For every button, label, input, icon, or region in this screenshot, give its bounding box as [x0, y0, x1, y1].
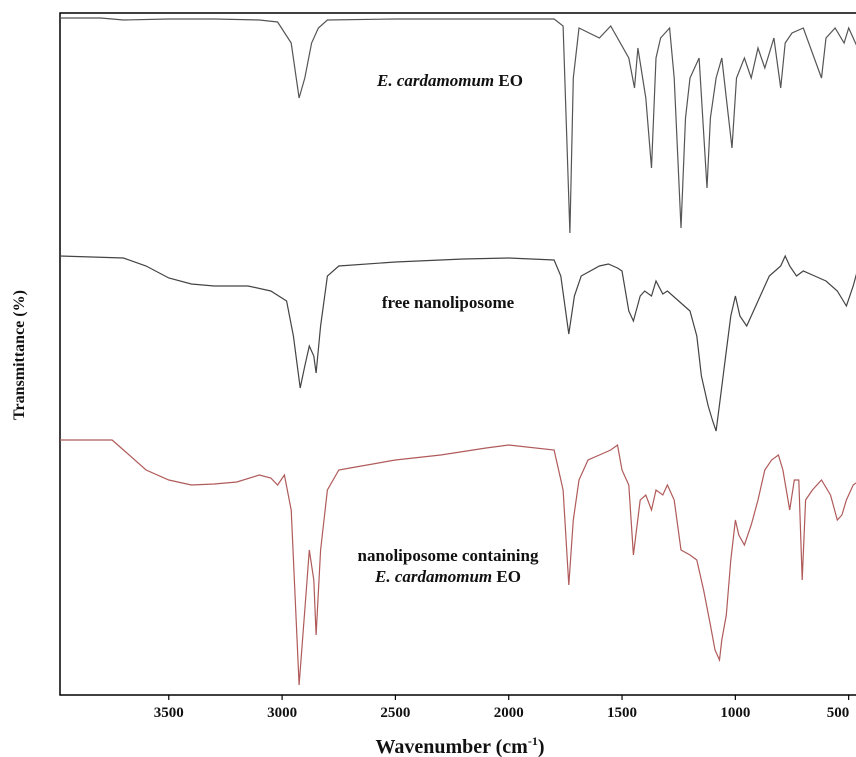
x-tick-label: 3500 — [154, 705, 184, 721]
series-label-part: EO — [494, 71, 523, 90]
x-tick-label: 2500 — [380, 705, 410, 721]
x-tick-label: 1500 — [607, 705, 637, 721]
spectrum-line-1 — [60, 17, 856, 234]
series-label-3-line-2: E. cardamomum EO — [374, 567, 521, 586]
series-label-part: EO — [492, 567, 521, 586]
x-tick-label: 3000 — [267, 705, 297, 721]
spectrum-line-3 — [60, 439, 856, 686]
plot-frame — [59, 12, 856, 696]
series-labels: E. cardamomum EO free nanoliposome nanolip… — [358, 71, 539, 586]
series-label-part: E. cardamomum — [376, 71, 494, 90]
x-tick-label: 2000 — [494, 705, 524, 721]
spectrum-line-2 — [59, 254, 856, 432]
spectra-lines — [59, 17, 856, 686]
series-label-part: nanoliposome containing — [358, 546, 539, 565]
series-label-part: E. cardamomum — [374, 567, 492, 586]
series-label-part: free nanoliposome — [382, 293, 515, 312]
y-axis-title: Transmittance (%) — [11, 290, 28, 420]
x-tick-label: 500 — [827, 705, 850, 721]
series-label-1-line-1: E. cardamomum EO — [376, 71, 523, 90]
series-label-3-line-1: nanoliposome containing — [358, 546, 539, 565]
x-axis-title: Wavenumber (cm-1) — [375, 734, 544, 757]
x-axis-title-superscript: -1 — [528, 734, 538, 748]
x-tick-label: 1000 — [720, 705, 750, 721]
series-label-2-line-1: free nanoliposome — [382, 293, 515, 312]
x-axis-ticks: 3500 3000 2500 2000 1500 1000 500 — [154, 695, 850, 721]
